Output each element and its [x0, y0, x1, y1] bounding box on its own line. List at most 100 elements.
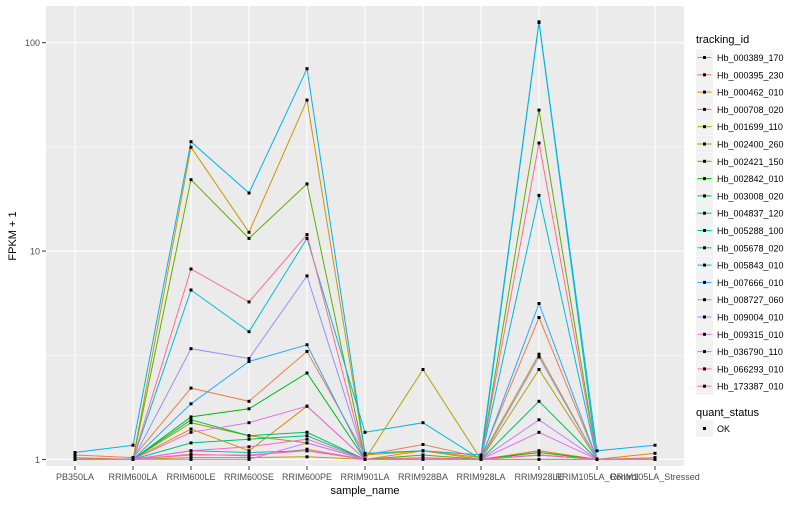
legend-label: Hb_000395_230 — [717, 70, 784, 80]
legend-key-point — [703, 211, 706, 215]
x-tick-label: RRIM928LE — [514, 472, 563, 482]
legend-key-point — [703, 56, 706, 59]
legend-key-point — [703, 280, 706, 284]
x-tick-label: RRIM901LA — [340, 472, 389, 482]
data-point — [247, 453, 251, 457]
legend-key-point — [703, 246, 706, 250]
data-point — [189, 402, 193, 406]
legend-item: Hb_000462_010 — [696, 83, 784, 101]
data-point — [189, 347, 193, 351]
data-point — [305, 98, 309, 102]
legend-label: Hb_000389_170 — [717, 53, 784, 63]
data-point — [131, 457, 135, 461]
data-point — [247, 449, 251, 453]
data-point — [537, 352, 541, 356]
legend-item: Hb_005843_010 — [696, 256, 784, 274]
legend-label-ok: OK — [717, 424, 730, 434]
legend-item-ok: OK — [696, 420, 730, 437]
legend-key-point — [703, 229, 706, 232]
legend-label: Hb_036790_110 — [717, 347, 783, 357]
x-tick-label: RRIM600LA — [108, 472, 157, 482]
legend-label: Hb_000462_010 — [717, 88, 784, 98]
data-point — [247, 236, 251, 240]
data-point — [537, 399, 541, 403]
legend-key-point — [703, 384, 706, 388]
legend-item: Hb_004837_120 — [696, 204, 784, 222]
data-point — [247, 437, 251, 441]
legend-key-point — [703, 73, 706, 77]
data-point — [363, 453, 367, 457]
data-point — [189, 418, 193, 422]
legend-label: Hb_003008_020 — [717, 191, 784, 201]
data-point — [305, 343, 309, 347]
x-tick-label: RRIM928BA — [398, 472, 448, 482]
data-point — [305, 430, 309, 434]
data-point — [537, 355, 541, 359]
data-point — [247, 445, 251, 449]
data-point — [421, 456, 425, 460]
data-point — [189, 427, 193, 431]
legend-key-point — [703, 125, 706, 129]
data-point — [189, 430, 193, 434]
data-point — [537, 141, 541, 145]
data-point — [363, 430, 367, 434]
data-point — [305, 449, 309, 453]
y-tick-label: 10 — [30, 247, 40, 257]
data-point — [305, 434, 309, 438]
data-point — [247, 191, 251, 195]
legend-item: Hb_000708_020 — [696, 100, 784, 118]
legend-item: Hb_002842_010 — [696, 170, 784, 188]
legend-key-point — [703, 107, 706, 111]
legend-item: Hb_002421_150 — [696, 152, 784, 170]
data-point — [189, 288, 193, 292]
y-tick-label: 1 — [35, 455, 40, 465]
data-point — [189, 145, 193, 149]
legend-key-point — [703, 90, 706, 94]
data-point — [421, 443, 425, 446]
data-point — [479, 456, 483, 460]
legend-label: Hb_001699_110 — [717, 122, 783, 132]
legend-label: Hb_002842_010 — [717, 174, 784, 184]
data-point — [363, 457, 367, 461]
data-point — [305, 441, 309, 445]
data-point — [247, 407, 251, 411]
data-point — [73, 451, 77, 454]
data-point — [189, 441, 193, 445]
data-point — [189, 178, 193, 182]
legend-key-point — [703, 194, 706, 198]
legend-key-point — [703, 159, 706, 163]
legend-item: Hb_003008_020 — [696, 187, 784, 205]
data-point — [653, 451, 657, 455]
data-point — [305, 182, 309, 186]
x-tick-label: RRIM928LA — [456, 472, 505, 482]
data-point — [305, 236, 309, 240]
data-point — [189, 457, 193, 461]
data-point — [421, 453, 425, 457]
legend-key-point — [703, 177, 706, 181]
data-point — [305, 233, 309, 237]
data-point — [247, 230, 251, 234]
legend-label: Hb_007666_010 — [717, 278, 784, 288]
data-point — [247, 451, 251, 454]
data-point — [653, 456, 657, 460]
legend-item: Hb_005288_100 — [696, 222, 784, 239]
legend-label: Hb_002400_260 — [717, 140, 784, 150]
data-point — [537, 193, 541, 197]
x-tick-label: RRIM600LE — [166, 472, 215, 482]
data-point — [247, 456, 251, 460]
data-point — [537, 368, 541, 371]
data-point — [189, 456, 193, 460]
data-point — [537, 316, 541, 319]
data-point — [305, 447, 309, 451]
legend-label: Hb_008727_060 — [717, 295, 784, 305]
legend-item: Hb_009004_010 — [696, 308, 784, 326]
data-point — [421, 421, 425, 425]
data-point — [537, 418, 541, 422]
legend-label: Hb_004837_120 — [717, 209, 784, 219]
data-point — [189, 140, 193, 144]
data-point — [537, 453, 541, 457]
data-point — [595, 449, 599, 453]
legend-label: Hb_173387_010 — [717, 382, 784, 392]
